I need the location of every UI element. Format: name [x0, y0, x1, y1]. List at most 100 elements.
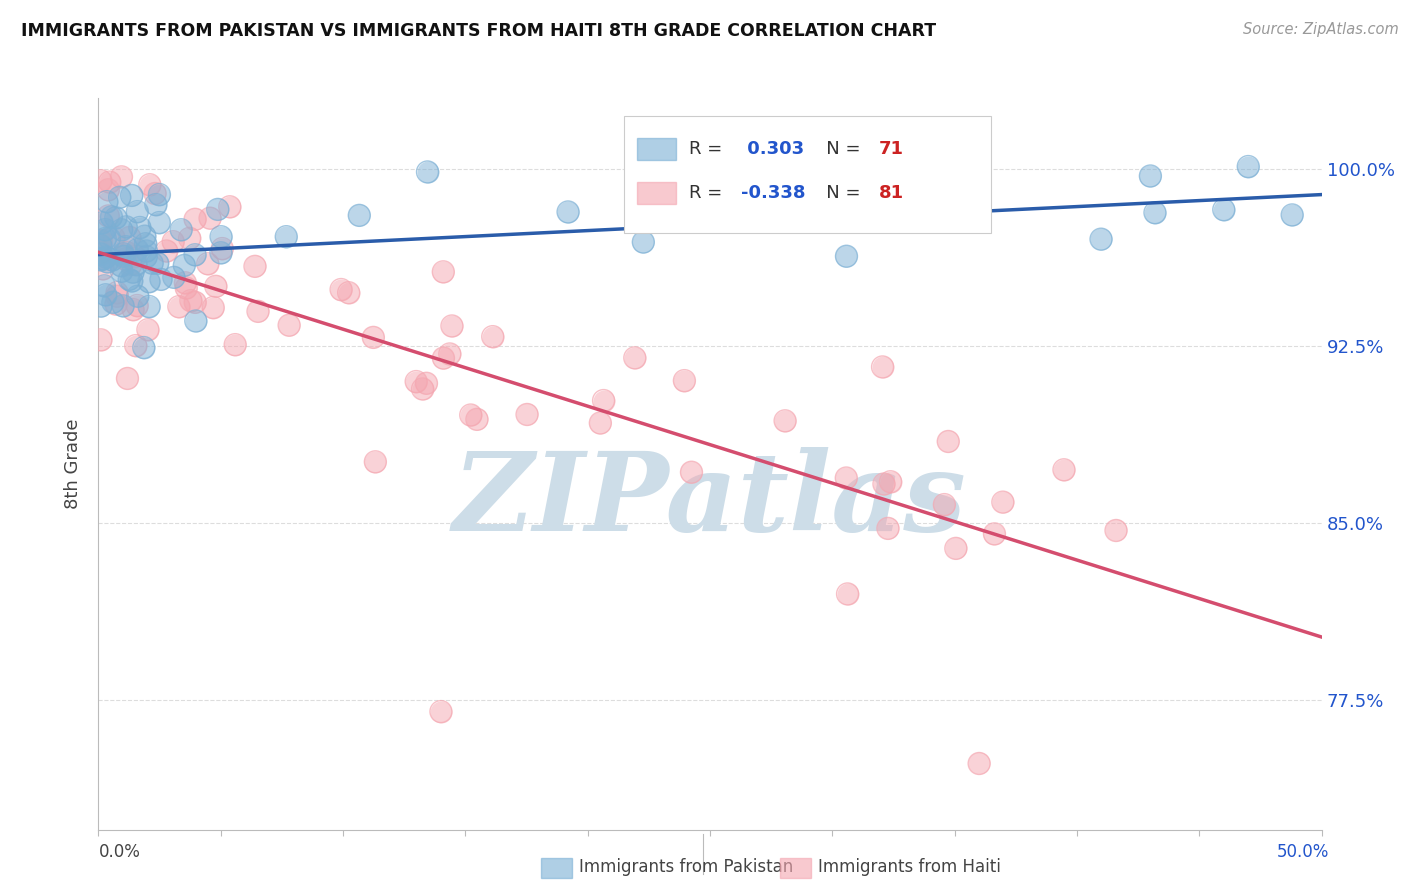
Point [115, 219, 138, 234]
Point [127, 289, 149, 303]
Point [97, 183, 120, 197]
Point [211, 242, 233, 256]
Point [112, 247, 135, 261]
Point [101, 252, 124, 267]
Point [184, 295, 207, 310]
Point [209, 229, 232, 244]
Point [516, 408, 538, 422]
Point [439, 347, 461, 361]
Point [592, 393, 614, 408]
Point [174, 276, 197, 290]
Point [90, 252, 112, 267]
Point [167, 300, 190, 314]
Text: R =: R = [689, 140, 728, 158]
Point [112, 249, 135, 263]
Point [94, 250, 117, 264]
Point [98, 231, 121, 245]
Point [90, 174, 112, 188]
Point [163, 270, 186, 285]
Point [983, 526, 1005, 541]
Point [184, 314, 207, 328]
Point [184, 212, 207, 227]
Point [202, 301, 225, 315]
Point [90, 247, 112, 261]
Point [118, 230, 141, 244]
Point [837, 587, 859, 601]
Text: Source: ZipAtlas.com: Source: ZipAtlas.com [1243, 22, 1399, 37]
Point [124, 250, 146, 264]
Point [681, 465, 703, 479]
Point [405, 375, 427, 389]
Point [211, 242, 233, 256]
Point [103, 230, 125, 244]
Point [135, 236, 157, 251]
Point [91, 252, 114, 266]
Point [143, 186, 166, 201]
Point [174, 276, 197, 290]
Point [96, 194, 118, 209]
Point [945, 541, 967, 556]
Point [835, 249, 858, 263]
Point [440, 318, 463, 333]
Point [773, 414, 796, 428]
Point [1212, 202, 1234, 217]
Point [127, 204, 149, 219]
Point [145, 197, 167, 211]
Point [125, 338, 148, 352]
Point [841, 182, 863, 196]
Point [415, 376, 437, 391]
Point [148, 187, 170, 202]
Text: Immigrants from Haiti: Immigrants from Haiti [818, 858, 1001, 876]
Point [112, 299, 135, 313]
Point [104, 211, 127, 225]
Text: R =: R = [689, 185, 728, 202]
Point [135, 250, 157, 264]
Point [198, 211, 221, 226]
Point [967, 756, 990, 771]
Point [184, 295, 207, 310]
Point [162, 235, 184, 249]
Point [110, 259, 132, 273]
Point [1212, 202, 1234, 217]
Point [122, 265, 145, 279]
Point [114, 240, 136, 254]
Point [97, 209, 120, 223]
Point [148, 216, 170, 230]
Point [966, 211, 988, 226]
Point [246, 304, 269, 318]
Point [440, 318, 463, 333]
Point [90, 245, 112, 260]
Point [100, 210, 122, 224]
Point [125, 258, 148, 272]
Point [101, 295, 124, 310]
Point [432, 351, 454, 365]
Point [184, 314, 207, 328]
Point [633, 235, 655, 249]
Point [415, 376, 437, 391]
Point [110, 223, 132, 237]
Point [179, 231, 201, 245]
Point [224, 337, 246, 351]
Point [337, 285, 360, 300]
Point [197, 257, 219, 271]
Point [364, 455, 387, 469]
Point [115, 245, 138, 260]
Point [1281, 208, 1303, 222]
Point [121, 274, 143, 288]
Point [121, 188, 143, 202]
Point [991, 495, 1014, 509]
Point [124, 250, 146, 264]
Point [1105, 524, 1128, 538]
Point [1237, 160, 1260, 174]
Point [197, 257, 219, 271]
Point [148, 187, 170, 202]
Point [936, 434, 959, 449]
Point [136, 323, 159, 337]
Point [481, 329, 503, 343]
Point [184, 248, 207, 262]
Point [633, 235, 655, 249]
Point [90, 299, 112, 313]
Point [138, 300, 160, 314]
Point [460, 408, 482, 422]
Point [162, 235, 184, 249]
